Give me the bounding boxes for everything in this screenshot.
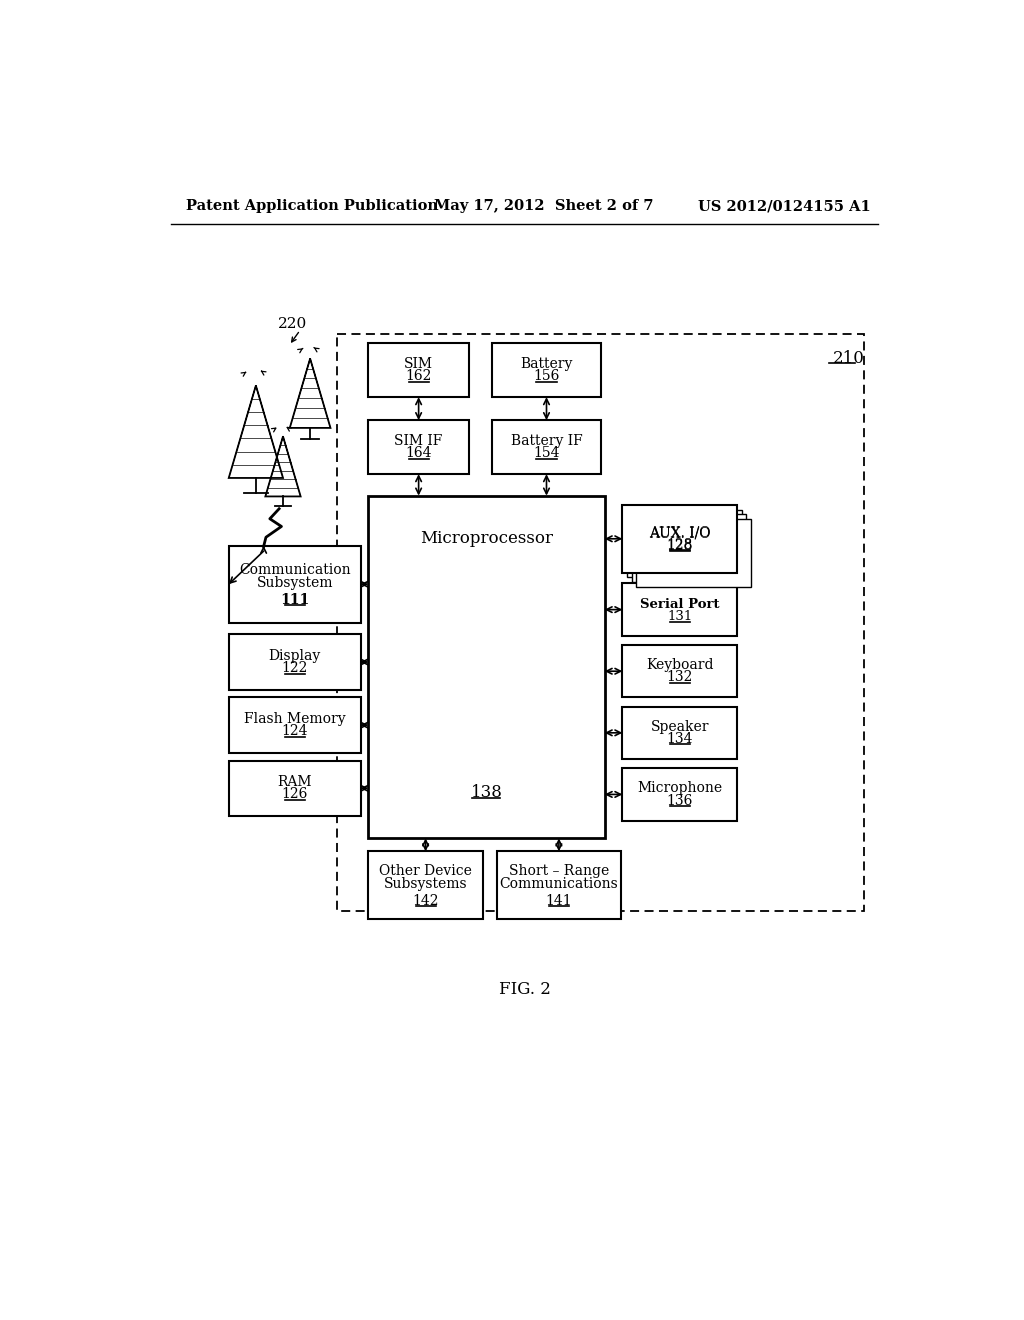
Text: Short – Range: Short – Range bbox=[509, 865, 609, 878]
Bar bbox=[623, 768, 737, 821]
Text: US 2012/0124155 A1: US 2012/0124155 A1 bbox=[697, 199, 870, 213]
Text: May 17, 2012  Sheet 2 of 7: May 17, 2012 Sheet 2 of 7 bbox=[434, 199, 653, 213]
Bar bbox=[497, 851, 621, 919]
Text: 124: 124 bbox=[282, 725, 308, 738]
Bar bbox=[623, 583, 737, 636]
Text: 162: 162 bbox=[406, 370, 432, 383]
Text: Keyboard: Keyboard bbox=[646, 659, 714, 672]
Text: 141: 141 bbox=[546, 894, 572, 908]
Text: SIM: SIM bbox=[404, 356, 433, 371]
Text: 128: 128 bbox=[667, 539, 693, 553]
Bar bbox=[623, 506, 737, 573]
Bar bbox=[228, 545, 360, 623]
Text: Battery: Battery bbox=[520, 356, 572, 371]
Bar bbox=[632, 515, 746, 582]
Text: 122: 122 bbox=[282, 661, 308, 675]
Text: Microprocessor: Microprocessor bbox=[420, 529, 553, 546]
Text: Microphone: Microphone bbox=[637, 781, 722, 795]
Bar bbox=[369, 343, 469, 397]
Text: 136: 136 bbox=[667, 793, 693, 808]
Text: Patent Application Publication: Patent Application Publication bbox=[186, 199, 438, 213]
Text: 156: 156 bbox=[534, 370, 560, 383]
Text: Display: Display bbox=[268, 649, 321, 663]
Text: Serial Port: Serial Port bbox=[640, 598, 720, 611]
Text: 132: 132 bbox=[667, 671, 693, 684]
Text: 138: 138 bbox=[470, 784, 503, 801]
Bar bbox=[228, 635, 360, 689]
Text: Subsystem: Subsystem bbox=[256, 576, 333, 590]
Text: Communications: Communications bbox=[500, 876, 618, 891]
Bar bbox=[623, 706, 737, 759]
Text: 154: 154 bbox=[534, 446, 560, 461]
Bar bbox=[228, 697, 360, 752]
Bar bbox=[228, 760, 360, 816]
Text: 142: 142 bbox=[413, 894, 439, 908]
Text: SIM IF: SIM IF bbox=[394, 434, 442, 447]
Text: 210: 210 bbox=[834, 350, 865, 367]
Text: 220: 220 bbox=[278, 317, 307, 331]
Bar bbox=[493, 343, 601, 397]
Text: Battery IF: Battery IF bbox=[511, 434, 583, 447]
Bar bbox=[627, 510, 741, 577]
Bar bbox=[369, 496, 604, 838]
Text: FIG. 2: FIG. 2 bbox=[499, 982, 551, 998]
Text: 128: 128 bbox=[667, 539, 693, 552]
Text: AUX. I/O: AUX. I/O bbox=[649, 525, 711, 540]
Bar bbox=[369, 420, 469, 474]
Bar bbox=[493, 420, 601, 474]
Bar bbox=[337, 334, 864, 911]
Text: RAM: RAM bbox=[278, 775, 312, 789]
Text: Other Device: Other Device bbox=[379, 865, 472, 878]
Bar bbox=[369, 851, 483, 919]
Text: Flash Memory: Flash Memory bbox=[244, 711, 345, 726]
Text: AUX. I/O: AUX. I/O bbox=[649, 527, 711, 540]
Text: Speaker: Speaker bbox=[650, 719, 709, 734]
Text: Communication: Communication bbox=[239, 564, 350, 577]
Text: 164: 164 bbox=[406, 446, 432, 461]
Text: Subsystems: Subsystems bbox=[384, 876, 467, 891]
Text: 126: 126 bbox=[282, 788, 308, 801]
Bar bbox=[636, 519, 751, 586]
Text: 111: 111 bbox=[280, 593, 309, 607]
Text: 134: 134 bbox=[667, 733, 693, 746]
Bar bbox=[623, 645, 737, 697]
Text: 131: 131 bbox=[668, 610, 692, 623]
